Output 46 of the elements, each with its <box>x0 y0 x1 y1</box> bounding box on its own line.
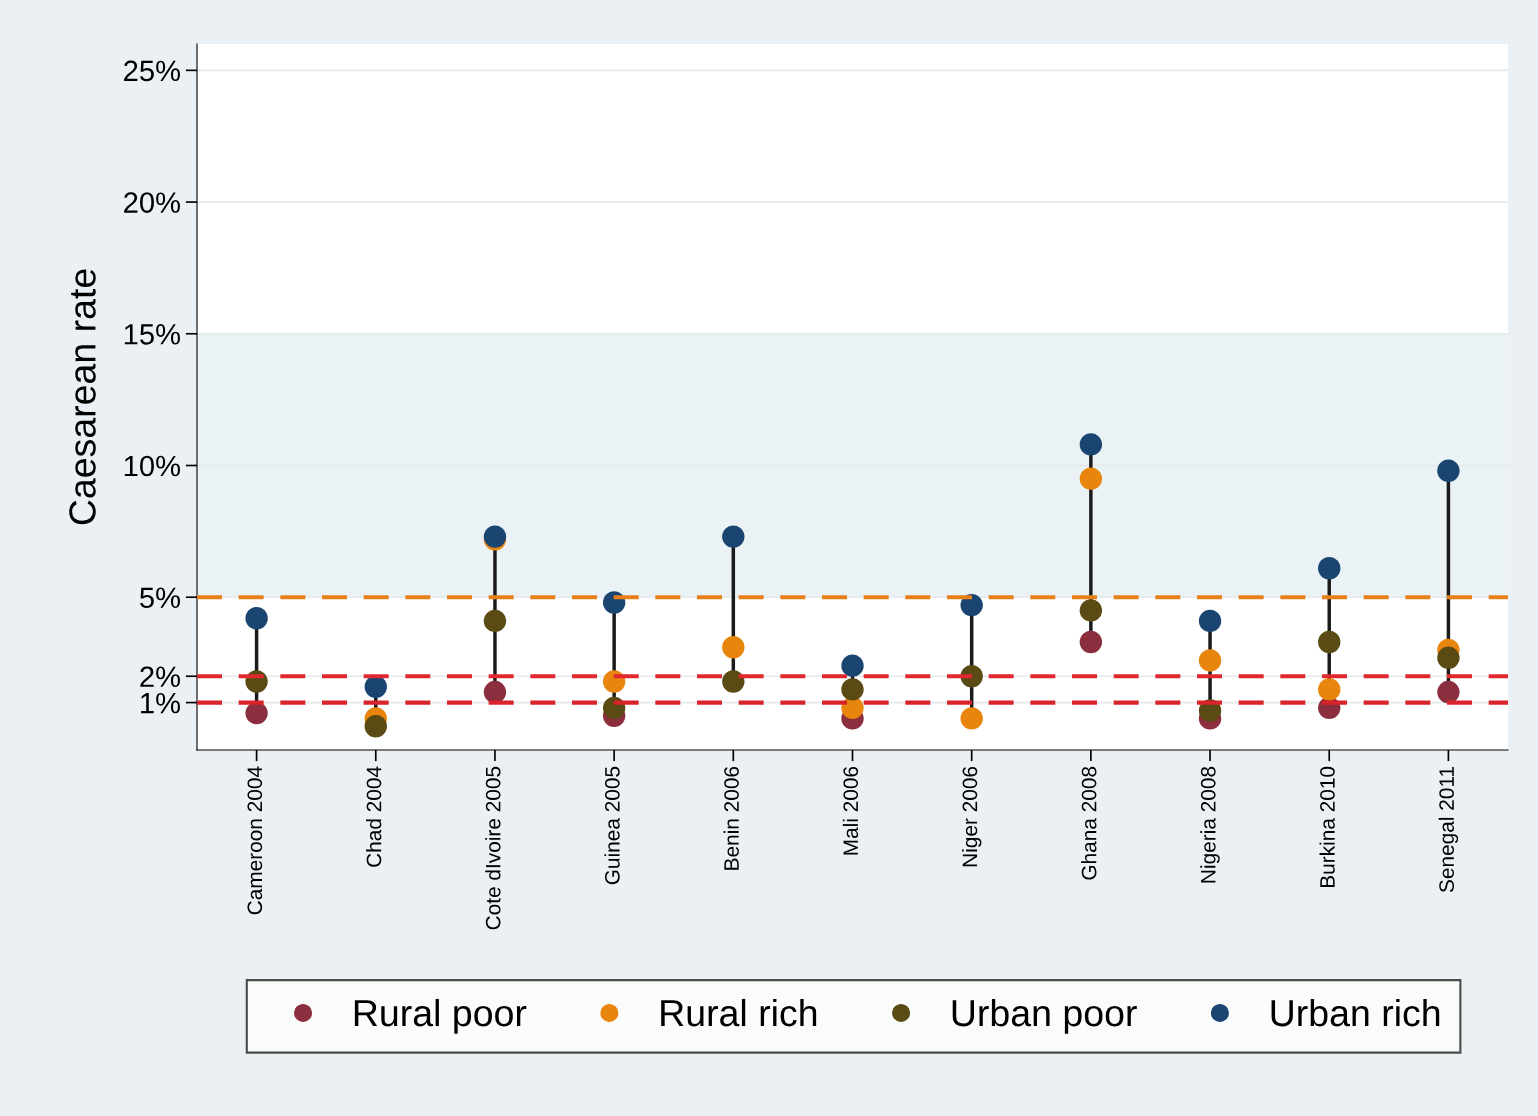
x-tick-label: Cameroon 2004 <box>247 766 263 915</box>
point <box>960 593 983 617</box>
x-tick-label: Benin 2006 <box>723 766 739 870</box>
point <box>1318 678 1341 701</box>
point <box>483 609 507 633</box>
point <box>1198 609 1222 633</box>
point <box>1079 599 1103 622</box>
legend-label: Rural rich <box>661 998 817 1027</box>
point <box>1437 646 1460 669</box>
point <box>960 707 983 730</box>
x-tick-label: Burkina 2010 <box>1319 766 1335 888</box>
point <box>364 715 387 738</box>
y-tick-label: 1% <box>141 692 180 714</box>
y-tick-label: 15% <box>124 324 180 345</box>
y-tick-label: 25% <box>124 60 180 82</box>
x-tick-label: Cote dIvoire 2005 <box>485 766 501 930</box>
x-tick-label: Mali 2006 <box>842 766 859 855</box>
point <box>722 525 745 548</box>
x-tick-label: Ghana 2008 <box>1081 766 1097 880</box>
point <box>841 654 864 677</box>
y-tick-label: 5% <box>140 587 180 609</box>
point <box>841 678 864 701</box>
point <box>1437 459 1460 482</box>
point <box>1079 433 1103 456</box>
x-tick-label: Chad 2004 <box>366 766 382 867</box>
y-axis-title: Caesarean rate <box>69 269 96 525</box>
x-tick-label: Nigeria 2008 <box>1200 766 1220 883</box>
point <box>1198 649 1222 672</box>
point <box>722 670 745 693</box>
legend-label: Rural poor <box>354 998 527 1034</box>
y-tick-label: 20% <box>124 192 180 213</box>
x-tick-label: Senegal 2011 <box>1438 766 1459 893</box>
point <box>1318 557 1341 580</box>
point <box>245 607 268 630</box>
point <box>1318 630 1341 654</box>
point <box>1437 680 1460 704</box>
x-tick-label: Niger 2006 <box>961 766 982 867</box>
point <box>1079 467 1103 490</box>
point <box>722 636 745 659</box>
legend-label: Urban poor <box>952 998 1137 1034</box>
point <box>364 675 387 698</box>
legend-label: Urban rich <box>1271 998 1440 1027</box>
point <box>1079 630 1103 654</box>
y-tick-label: 2% <box>140 666 180 687</box>
x-tick-label: Guinea 2005 <box>604 766 620 885</box>
y-tick-label: 10% <box>124 455 180 477</box>
